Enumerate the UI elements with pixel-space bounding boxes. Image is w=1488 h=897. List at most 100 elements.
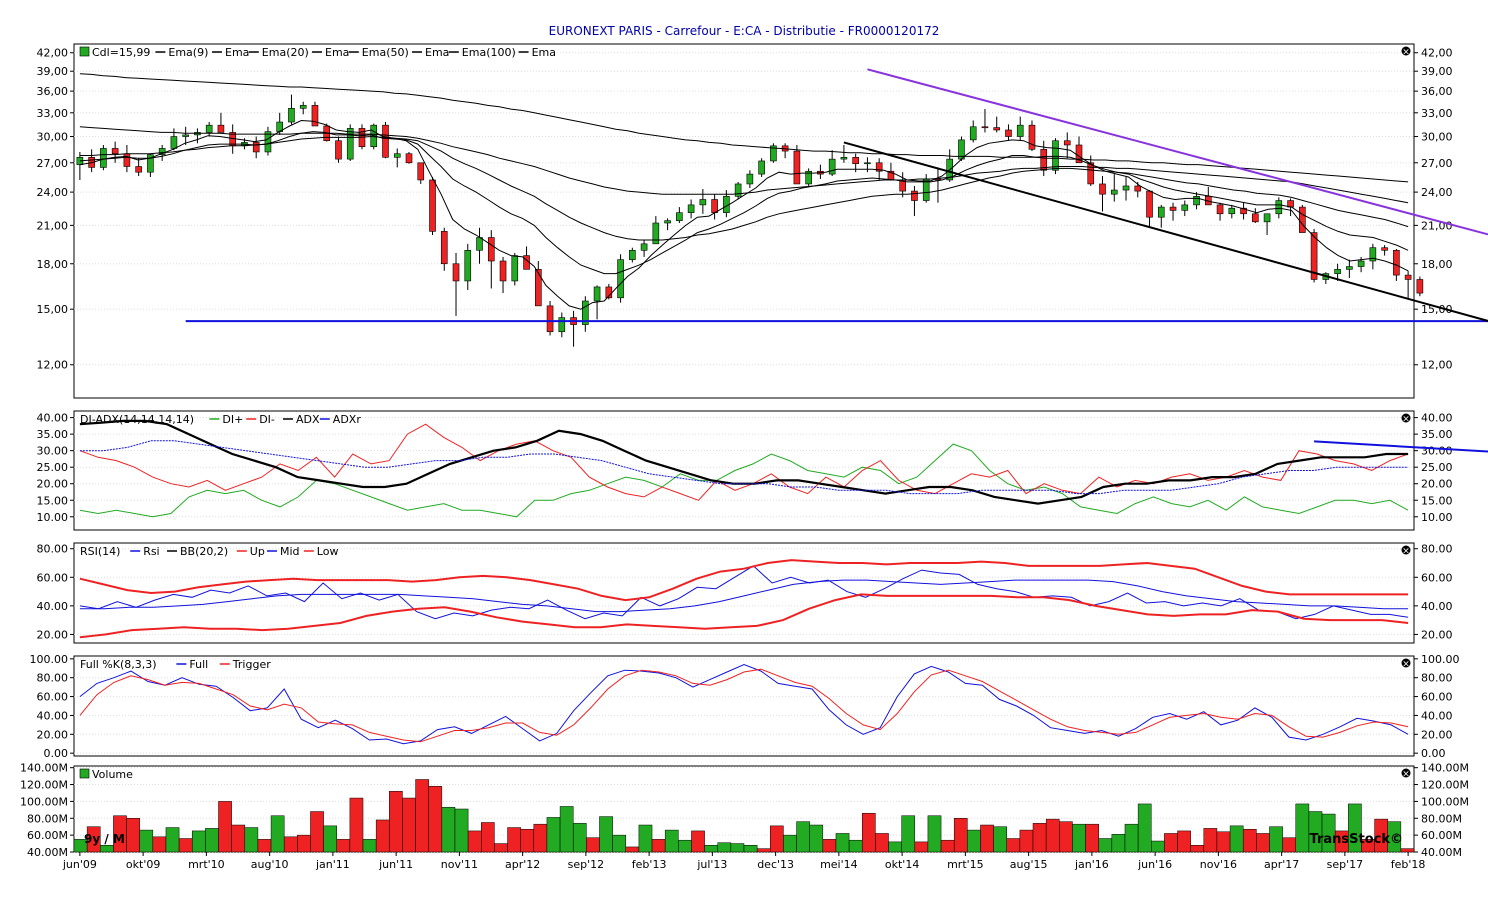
- close-icon: [1401, 46, 1411, 56]
- candle-body: [311, 105, 319, 127]
- volume-bar: [691, 830, 705, 853]
- legend-label: Volume: [92, 768, 133, 781]
- candle-body: [1063, 140, 1071, 146]
- x-tick-label: jun'16: [1137, 858, 1172, 871]
- volume-bar: [375, 819, 390, 853]
- candle-body: [558, 317, 566, 333]
- legend-swatch: [79, 768, 90, 779]
- candle-body: [1404, 274, 1412, 280]
- y-tick-label: 20.00: [1421, 628, 1453, 641]
- candle-body: [793, 150, 801, 185]
- y-tick-label: 36,00: [37, 85, 69, 98]
- x-tick-label: sep'12: [568, 858, 605, 871]
- volume-bar: [323, 825, 337, 853]
- series-line: [79, 443, 1409, 518]
- y-tick-label: 15,00: [1421, 303, 1453, 316]
- volume-bar: [402, 797, 416, 853]
- volume-bar: [218, 801, 232, 853]
- volume-bar: [533, 823, 548, 853]
- series-line: [79, 565, 1409, 620]
- candle-body: [664, 220, 671, 224]
- legend-label: Ema(9): [168, 46, 208, 59]
- y-tick-label: 140.00M: [1421, 762, 1469, 775]
- y-tick-label: 10.00: [1421, 511, 1453, 524]
- y-tick-label: 0.00: [1421, 747, 1446, 760]
- candle-body: [1016, 124, 1024, 137]
- volume-bar: [1124, 823, 1139, 853]
- y-tick-label: 18,00: [1421, 258, 1453, 271]
- y-tick-label: 30,00: [37, 131, 69, 144]
- panel-frame: [73, 410, 1415, 531]
- legend-label: ADX: [296, 413, 320, 426]
- volume-bar: [625, 846, 640, 853]
- volume-bar: [546, 817, 561, 853]
- candle-body: [1416, 279, 1424, 294]
- volume-bar: [454, 808, 469, 853]
- volume-bar: [244, 827, 259, 853]
- candle-body: [123, 153, 131, 167]
- volume-bar: [1269, 826, 1283, 853]
- y-tick-label: 60.00M: [27, 829, 68, 842]
- candle-body: [699, 199, 707, 206]
- y-tick-label: 80.00M: [27, 812, 68, 825]
- close-icon-glyph: ×: [1402, 48, 1410, 58]
- volume-bar: [283, 836, 298, 853]
- y-tick-label: 27,00: [37, 157, 69, 170]
- volume-bar: [1282, 837, 1297, 853]
- series-line: [79, 559, 1409, 602]
- candle-body: [1275, 200, 1283, 215]
- y-tick-label: 40.00: [1421, 600, 1453, 613]
- legend-label: Ema(100): [462, 46, 516, 59]
- y-tick-label: 40.00M: [27, 846, 68, 859]
- y-tick-label: 40.00: [37, 600, 69, 613]
- candle-body: [864, 162, 871, 165]
- candle-body: [1381, 247, 1388, 251]
- volume-bar: [270, 815, 285, 853]
- y-tick-label: 80.00M: [1421, 812, 1462, 825]
- candle-body: [1169, 206, 1177, 211]
- volume-bar: [783, 834, 797, 853]
- period-label: 9y / M: [84, 832, 125, 846]
- candle-body: [546, 305, 554, 333]
- y-tick-label: 30.00: [1421, 445, 1453, 458]
- volume-bar: [927, 815, 942, 853]
- candle-body: [1028, 124, 1036, 150]
- legend-label: Ema: [532, 46, 556, 59]
- panel-rsi: 80.00 80.00 60.00 60.00 40.00 40.00 20.00 20.00…: [37, 542, 1453, 644]
- x-tick-label: mrt'15: [947, 858, 984, 871]
- y-tick-label: 39,00: [37, 65, 69, 78]
- y-tick-label: 39,00: [1421, 65, 1453, 78]
- candle-body: [499, 260, 507, 282]
- volume-bar: [861, 812, 876, 853]
- volume-bar: [1177, 830, 1191, 853]
- volume-bar: [730, 843, 745, 853]
- volume-bar: [1045, 818, 1060, 853]
- x-tick-label: apr'12: [505, 858, 540, 871]
- candle-body: [676, 212, 683, 221]
- legend-label: Up: [250, 545, 265, 558]
- candle-body: [617, 259, 624, 299]
- candle-body: [734, 183, 742, 197]
- series-line: [79, 593, 1409, 639]
- candle-body: [111, 148, 119, 155]
- candle-body: [264, 131, 272, 153]
- legend-label: Ema: [325, 46, 349, 59]
- candle-body: [429, 179, 436, 232]
- close-icon: [1401, 545, 1411, 555]
- volume-bar: [822, 839, 837, 853]
- candle-body: [711, 199, 718, 213]
- candle-body: [335, 140, 342, 160]
- x-tick-label: dec'13: [757, 858, 794, 871]
- volume-bar: [126, 818, 140, 853]
- chart-title: EURONEXT PARIS - Carrefour - E:CA - Dist…: [549, 24, 940, 38]
- candle-body: [758, 160, 765, 175]
- y-tick-label: 100.00M: [1421, 795, 1469, 808]
- y-tick-label: 42,00: [37, 47, 69, 60]
- legend-label: Rsi: [143, 545, 159, 558]
- volume-bar: [888, 841, 902, 853]
- candle-body: [135, 166, 142, 173]
- y-tick-label: 10.00: [37, 511, 69, 524]
- volume-bar: [1400, 848, 1415, 853]
- y-tick-label: 40.00: [37, 709, 69, 722]
- candle-body: [840, 157, 848, 160]
